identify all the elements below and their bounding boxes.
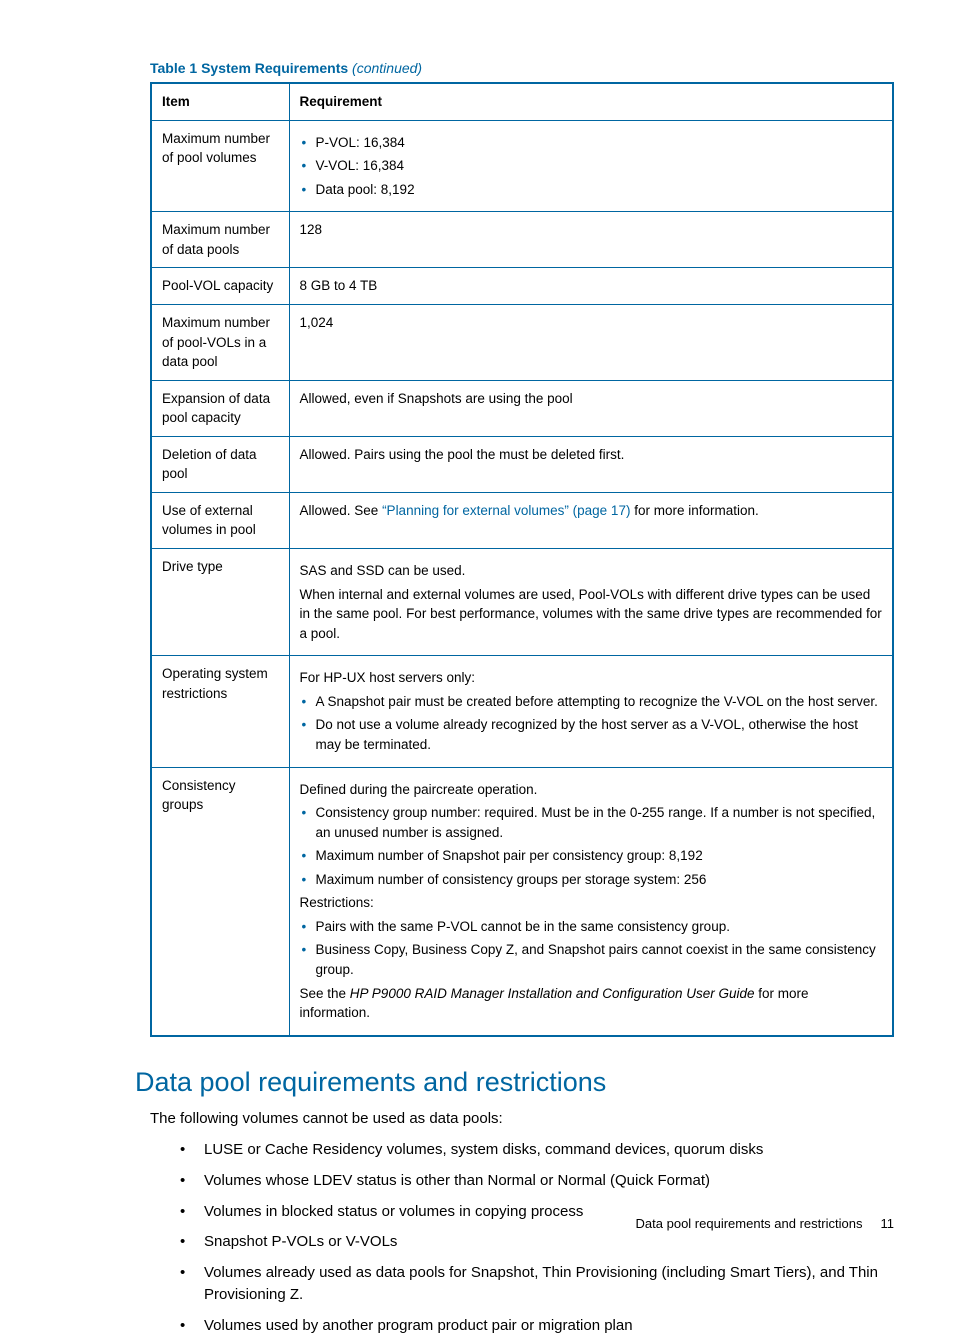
cell-paragraph: SAS and SSD can be used. xyxy=(300,561,883,581)
cell-lead: Defined during the paircreate operation. xyxy=(300,780,883,800)
page-number: 11 xyxy=(881,1216,895,1231)
footer-text: Data pool requirements and restrictions xyxy=(636,1216,863,1231)
list-item: Do not use a volume already recognized b… xyxy=(300,715,883,754)
table-row: Deletion of data poolAllowed. Pairs usin… xyxy=(151,436,893,492)
list-item: Volumes used by another program product … xyxy=(180,1315,894,1336)
page-footer: Data pool requirements and restrictions … xyxy=(636,1216,894,1231)
cell-trailer: See the HP P9000 RAID Manager Installati… xyxy=(300,984,883,1023)
section-intro: The following volumes cannot be used as … xyxy=(150,1108,894,1131)
list-item: V-VOL: 16,384 xyxy=(300,156,883,176)
table-caption: Table 1 System Requirements (continued) xyxy=(150,60,894,76)
cell-bullets: Pairs with the same P-VOL cannot be in t… xyxy=(300,917,883,980)
list-item: Snapshot P-VOLs or V-VOLs xyxy=(180,1231,894,1253)
col-header-item: Item xyxy=(151,83,289,120)
doc-reference: HP P9000 RAID Manager Installation and C… xyxy=(350,986,755,1001)
table-caption-italic: (continued) xyxy=(348,60,422,76)
cell-item: Maximum number of pool-VOLs in a data po… xyxy=(151,304,289,380)
cell-paragraph: When internal and external volumes are u… xyxy=(300,585,883,644)
table-row: Expansion of data pool capacityAllowed, … xyxy=(151,380,893,436)
cell-mid: Restrictions: xyxy=(300,893,883,913)
table-body: Maximum number of pool volumesP-VOL: 16,… xyxy=(151,120,893,1036)
section-bullets: LUSE or Cache Residency volumes, system … xyxy=(150,1139,894,1336)
cell-item: Maximum number of data pools xyxy=(151,212,289,268)
cell-item: Consistency groups xyxy=(151,767,289,1036)
cell-requirement: 128 xyxy=(289,212,893,268)
list-item: P-VOL: 16,384 xyxy=(300,133,883,153)
cell-requirement: 8 GB to 4 TB xyxy=(289,268,893,305)
cell-requirement: Allowed. Pairs using the pool the must b… xyxy=(289,436,893,492)
list-item: LUSE or Cache Residency volumes, system … xyxy=(180,1139,894,1161)
table-row: Drive type SAS and SSD can be used. When i… xyxy=(151,549,893,656)
table-row: Operating system restrictionsFor HP-UX h… xyxy=(151,656,893,767)
cell-requirement: P-VOL: 16,384 V-VOL: 16,384 Data pool: 8,1… xyxy=(289,120,893,212)
cell-bullets: Consistency group number: required. Must… xyxy=(300,803,883,889)
cell-lead: For HP-UX host servers only: xyxy=(300,668,883,688)
section-heading: Data pool requirements and restrictions xyxy=(135,1067,894,1098)
table-row: Maximum number of data pools128 xyxy=(151,212,893,268)
cell-requirement: Defined during the paircreate operation.… xyxy=(289,767,893,1036)
cell-bullets: P-VOL: 16,384 V-VOL: 16,384 Data pool: 8,1… xyxy=(300,133,883,200)
list-item: A Snapshot pair must be created before a… xyxy=(300,692,883,712)
cell-requirement: Allowed. See “Planning for external volu… xyxy=(289,492,893,548)
cell-item: Operating system restrictions xyxy=(151,656,289,767)
cell-item: Expansion of data pool capacity xyxy=(151,380,289,436)
cell-item: Drive type xyxy=(151,549,289,656)
requirements-table: Item Requirement Maximum number of pool … xyxy=(150,82,894,1037)
cell-item: Pool-VOL capacity xyxy=(151,268,289,305)
cell-requirement: 1,024 xyxy=(289,304,893,380)
list-item: Maximum number of Snapshot pair per cons… xyxy=(300,846,883,866)
cell-bullets: A Snapshot pair must be created before a… xyxy=(300,692,883,755)
cell-requirement: For HP-UX host servers only: A Snapshot p… xyxy=(289,656,893,767)
list-item: Pairs with the same P-VOL cannot be in t… xyxy=(300,917,883,937)
list-item: Data pool: 8,192 xyxy=(300,180,883,200)
table-row: Maximum number of pool volumesP-VOL: 16,… xyxy=(151,120,893,212)
table-row: Use of external volumes in poolAllowed. … xyxy=(151,492,893,548)
cell-requirement: Allowed, even if Snapshots are using the… xyxy=(289,380,893,436)
cell-item: Use of external volumes in pool xyxy=(151,492,289,548)
cell-item: Maximum number of pool volumes xyxy=(151,120,289,212)
cell-item: Deletion of data pool xyxy=(151,436,289,492)
table-row: Pool-VOL capacity8 GB to 4 TB xyxy=(151,268,893,305)
list-item: Consistency group number: required. Must… xyxy=(300,803,883,842)
table-row: Maximum number of pool-VOLs in a data po… xyxy=(151,304,893,380)
list-item: Maximum number of consistency groups per… xyxy=(300,870,883,890)
table-caption-bold: Table 1 System Requirements xyxy=(150,60,348,76)
cross-reference-link[interactable]: “Planning for external volumes” (page 17… xyxy=(382,503,630,518)
list-item: Volumes already used as data pools for S… xyxy=(180,1262,894,1306)
table-row: Consistency groupsDefined during the pai… xyxy=(151,767,893,1036)
list-item: Volumes whose LDEV status is other than … xyxy=(180,1170,894,1192)
col-header-req: Requirement xyxy=(289,83,893,120)
list-item: Business Copy, Business Copy Z, and Snap… xyxy=(300,940,883,979)
cell-requirement: SAS and SSD can be used. When internal an… xyxy=(289,549,893,656)
